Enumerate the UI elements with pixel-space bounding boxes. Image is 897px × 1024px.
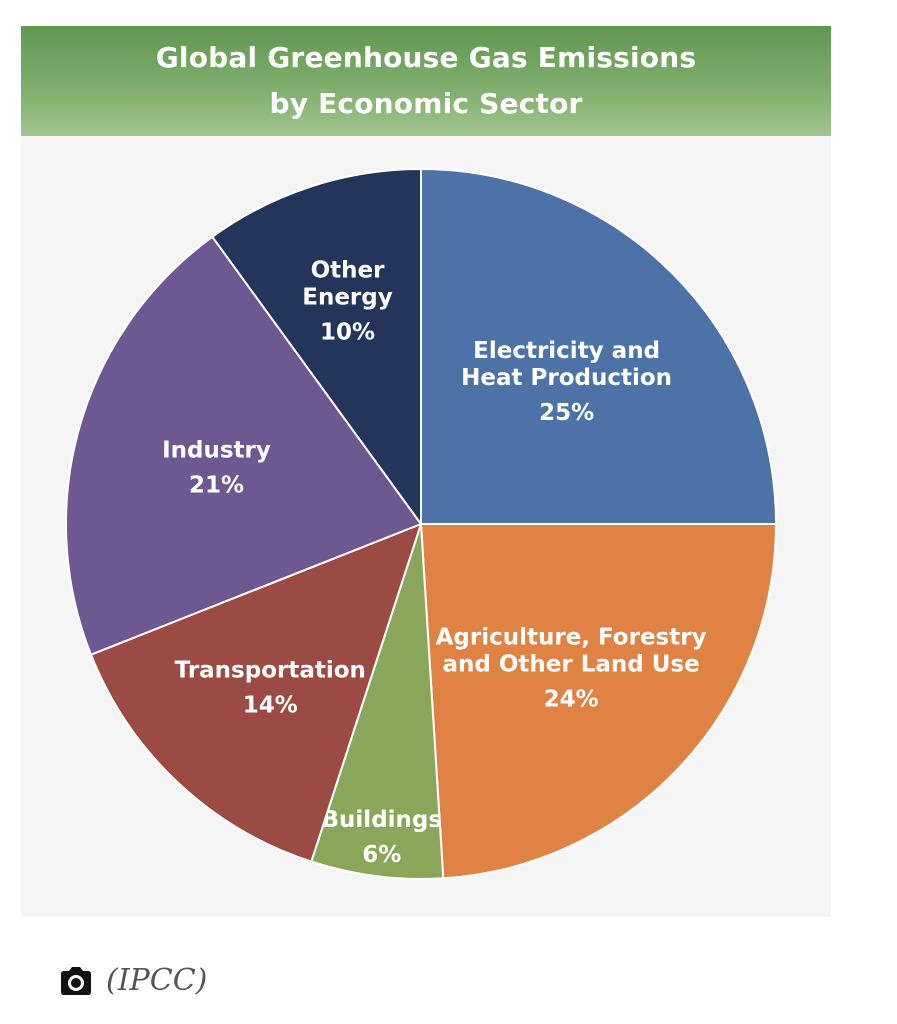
pie-slice-3 (89, 522, 423, 863)
pie-slice-4-value-label: 21% (189, 473, 244, 499)
caption-text: (IPCC) (106, 963, 208, 998)
chart-title-line-2: by Economic Sector (269, 87, 583, 120)
image-caption: (IPCC) (58, 963, 207, 998)
pie-slice-0 (420, 167, 778, 525)
pie-slice-5-label-line-0: Other (311, 257, 386, 283)
pie-slice-1-value-label: 24% (544, 686, 599, 712)
pie-slice-0-label-line-1: Heat Production (461, 365, 672, 391)
pie-slice-3-label-line-0: Transportation (175, 657, 366, 683)
pie-slice-5-value-label: 10% (320, 319, 375, 345)
pie-slice-5 (210, 167, 422, 528)
pie-slice-2 (310, 523, 445, 880)
pie-slice-2-value-label: 6% (362, 842, 401, 868)
pie-slice-1-label-line-0: Agriculture, Forestry (436, 624, 707, 650)
pie-slice-2-label-line-0: Buildings (322, 807, 443, 833)
pie-slice-4-label-line-0: Industry (162, 438, 271, 464)
pie-slice-1-label-line-1: and Other Land Use (442, 651, 699, 677)
pie-slice-0-label-line-0: Electricity and (473, 338, 660, 364)
pie-slice-5-label-line-1: Energy (302, 284, 392, 310)
chart-title: Global Greenhouse Gas Emissions by Econo… (21, 26, 831, 136)
pie-slice-0-value-label: 25% (539, 400, 594, 426)
pie-slice-3-value-label: 14% (243, 692, 298, 718)
camera-icon (61, 966, 91, 995)
pie-slice-1 (419, 523, 778, 880)
chart-figure: Global Greenhouse Gas Emissions by Econo… (21, 26, 831, 917)
chart-title-line-1: Global Greenhouse Gas Emissions (155, 41, 697, 74)
pie-slice-4 (65, 235, 423, 656)
